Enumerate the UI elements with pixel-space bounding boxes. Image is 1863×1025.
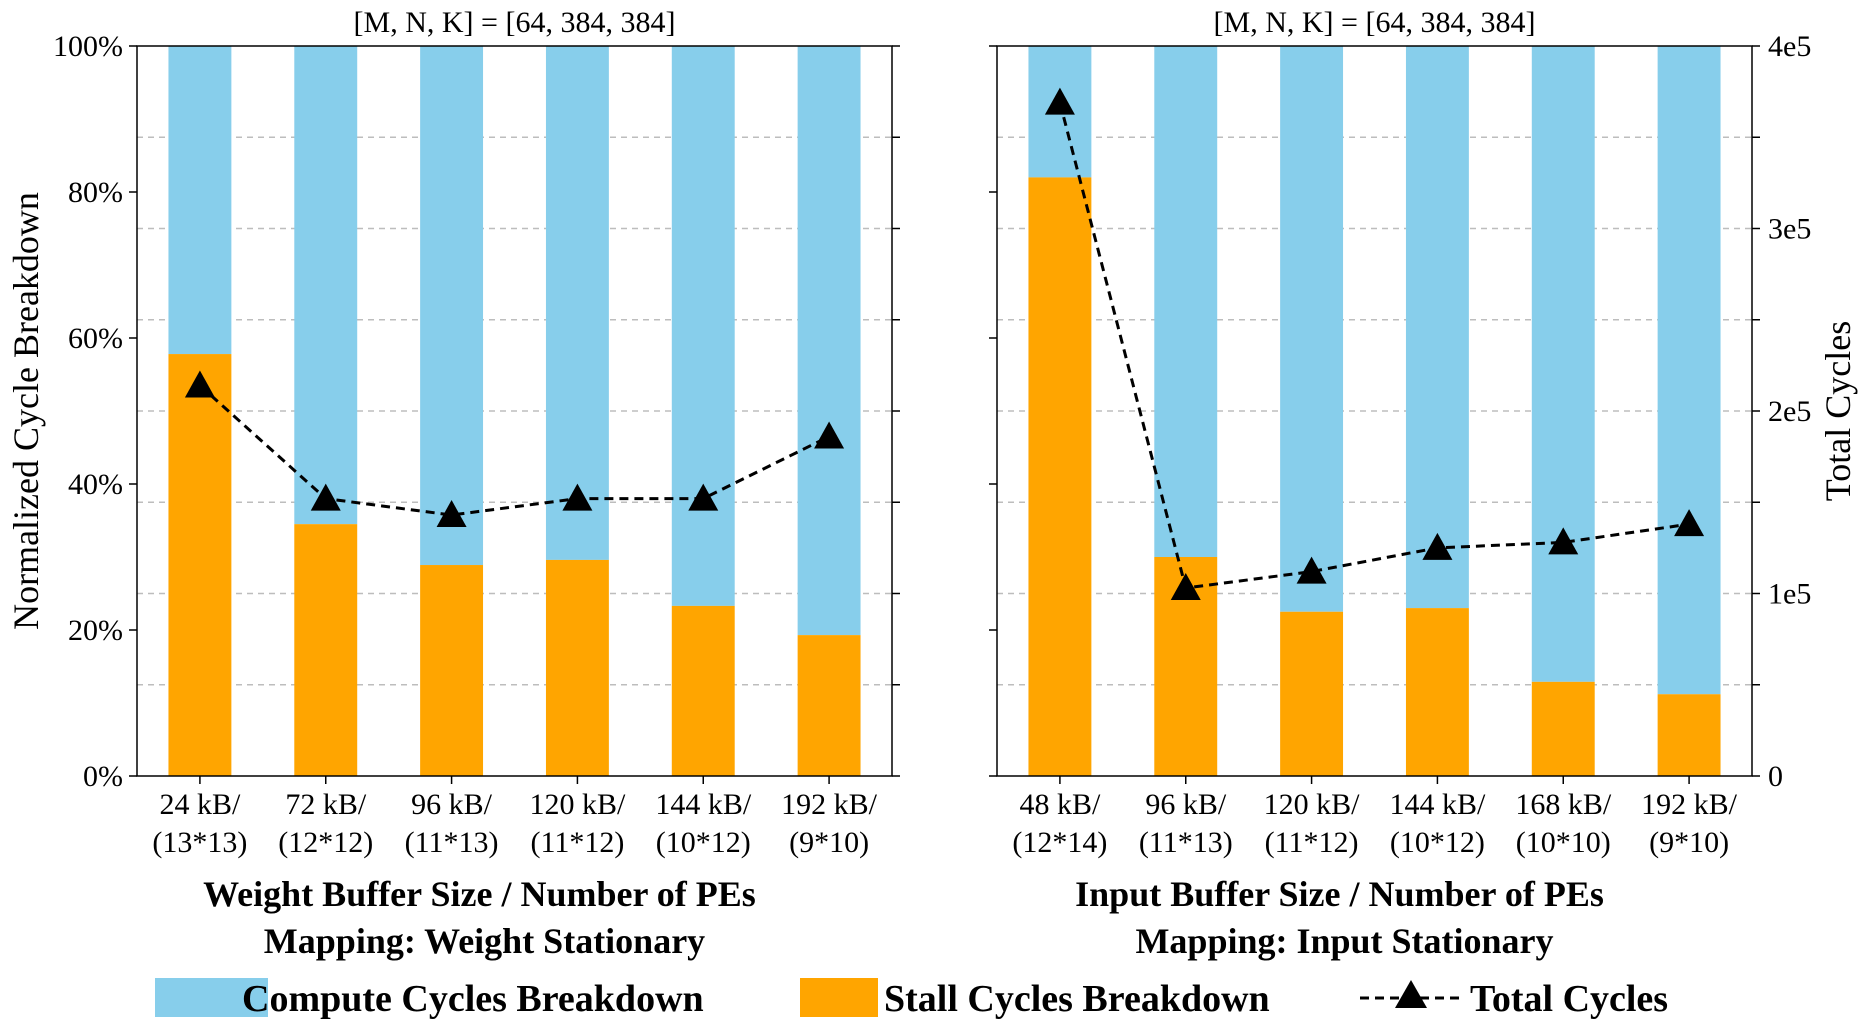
x-tick-label: (11*13) [1139,826,1233,859]
stall-bar [168,354,232,776]
x-tick-label: 48 kB/ [1019,788,1101,821]
x-tick-label: (11*13) [405,826,499,859]
y2-tick-label: 0 [1768,760,1783,793]
total-cycles-marker [1548,527,1579,555]
stall-bar [1531,681,1595,776]
x-tick-label: 168 kB/ [1515,788,1612,821]
y-tick-label: 0% [83,760,123,793]
total-cycles-marker [1170,573,1201,601]
y2-tick-label: 3e5 [1768,213,1811,246]
y-tick-label: 40% [68,468,123,501]
compute-bar [1405,46,1469,609]
compute-bar [294,46,358,525]
x-tick-label: (11*12) [1265,826,1359,859]
x-tick-label: (10*12) [1390,826,1485,859]
x-tick-label: (10*10) [1516,826,1611,859]
total-cycles-line [198,384,830,517]
compute-bar [1154,46,1218,557]
x-tick-label: (9*10) [1649,826,1729,859]
stall-bar [1657,694,1721,776]
legend-compute-swatch [155,978,268,1017]
x-tick-label: 144 kB/ [655,788,752,821]
y-tick-label: 100% [53,30,123,63]
x-axis-title: Weight Buffer Size / Number of PEs [203,874,756,914]
compute-bar [545,46,609,560]
x-tick-label: (10*12) [656,826,751,859]
y2-axis-title: Total Cycles [1818,321,1858,501]
x-tick-label: (12*12) [278,826,373,859]
y2-tick-label: 1e5 [1768,578,1811,611]
stall-bar [545,559,609,776]
stall-bar [294,524,358,776]
legend-stall-swatch [800,978,878,1017]
x-tick-label: (12*14) [1012,826,1107,859]
x-tick-label: (11*12) [530,826,624,859]
panel-title: [M, N, K] = [64, 384, 384] [354,6,676,39]
stall-bar [420,565,484,776]
y-tick-label: 60% [68,322,123,355]
total-cycles-line [1058,102,1690,590]
x-tick-label: 120 kB/ [1264,788,1361,821]
panel-title: [M, N, K] = [64, 384, 384] [1214,6,1536,39]
total-cycles-marker [814,421,845,449]
compute-bar [168,46,232,355]
compute-bar [420,46,484,566]
stall-bar [797,635,861,776]
x-tick-label: (9*10) [789,826,869,859]
mapping-label: Mapping: Input Stationary [1135,921,1553,961]
y2-tick-label: 2e5 [1768,395,1811,428]
y-tick-label: 80% [68,176,123,209]
x-tick-label: 96 kB/ [411,788,493,821]
compute-bar [797,46,861,636]
legend-stall-label: Stall Cycles Breakdown [884,978,1270,1020]
legend-compute-label: Compute Cycles Breakdown [242,978,704,1020]
x-tick-label: 72 kB/ [285,788,367,821]
x-tick-label: 24 kB/ [159,788,241,821]
stall-bar [1028,177,1092,776]
stall-bar [671,605,735,776]
compute-bar [671,46,735,606]
y2-tick-label: 4e5 [1768,30,1811,63]
total-cycles-marker [688,483,719,511]
right-chart-panel: 0 1e5 2e5 3e5 4e5 48 kB/ (12*14) 96 kB/ (11*13) 1… [989,6,1858,961]
x-tick-label: 144 kB/ [1389,788,1486,821]
x-tick-label: 192 kB/ [781,788,878,821]
x-axis-title: Input Buffer Size / Number of PEs [1075,874,1604,914]
x-tick-label: 96 kB/ [1145,788,1227,821]
total-cycles-marker [310,483,341,511]
y-tick-label: 20% [68,614,123,647]
x-tick-label: 120 kB/ [529,788,626,821]
total-cycles-marker [436,500,467,528]
total-cycles-marker [1674,509,1705,537]
compute-bar [1531,46,1595,682]
stall-bar [1405,608,1469,776]
left-chart-panel: 0% 20% 40% 60% 80% 100% 24 kB/ (13*13) 72 kB/ (12… [6,6,900,961]
total-cycles-marker [184,370,215,398]
legend-total-label: Total Cycles [1470,978,1668,1020]
total-cycles-marker [562,483,593,511]
total-cycles-marker [1044,87,1075,115]
y-axis-title: Normalized Cycle Breakdown [6,192,46,630]
mapping-label: Mapping: Weight Stationary [264,921,705,961]
legend: Compute Cycles Breakdown Stall Cycles Br… [155,978,1668,1020]
total-cycles-marker [1422,532,1453,560]
compute-bar [1280,46,1344,612]
stall-bar [1280,611,1344,776]
x-tick-label: (13*13) [152,826,247,859]
x-tick-label: 192 kB/ [1641,788,1738,821]
compute-bar [1657,46,1721,695]
total-cycles-marker [1296,556,1327,584]
legend-total-marker [1395,980,1427,1008]
